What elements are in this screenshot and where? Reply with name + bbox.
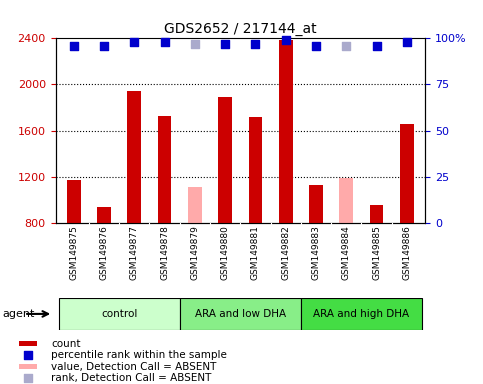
Point — [191, 41, 199, 47]
Text: GSM149878: GSM149878 — [160, 225, 169, 280]
Bar — [158, 116, 171, 223]
Text: GSM149875: GSM149875 — [69, 225, 78, 280]
Bar — [67, 180, 81, 223]
Text: GSM149886: GSM149886 — [402, 225, 412, 280]
Text: GSM149882: GSM149882 — [281, 225, 290, 280]
Point — [373, 43, 381, 49]
Bar — [370, 205, 384, 223]
Bar — [218, 97, 232, 223]
Text: GSM149881: GSM149881 — [251, 225, 260, 280]
Bar — [249, 117, 262, 223]
Point — [161, 39, 169, 45]
Text: GSM149884: GSM149884 — [342, 225, 351, 280]
Text: value, Detection Call = ABSENT: value, Detection Call = ABSENT — [51, 362, 217, 372]
Point — [130, 39, 138, 45]
Point — [24, 352, 32, 358]
Text: GSM149880: GSM149880 — [221, 225, 229, 280]
Point — [221, 41, 229, 47]
Bar — [128, 91, 141, 223]
Point — [70, 43, 78, 49]
Point — [312, 43, 320, 49]
Point — [342, 43, 350, 49]
Text: GSM149885: GSM149885 — [372, 225, 381, 280]
Text: percentile rank within the sample: percentile rank within the sample — [51, 350, 227, 360]
Bar — [301, 298, 422, 330]
Point — [100, 43, 108, 49]
Bar — [340, 178, 353, 223]
Text: GSM149883: GSM149883 — [312, 225, 321, 280]
Bar — [19, 364, 38, 369]
Point — [282, 37, 290, 43]
Bar — [180, 298, 301, 330]
Text: ARA and low DHA: ARA and low DHA — [195, 309, 286, 319]
Bar — [279, 40, 293, 223]
Bar — [309, 185, 323, 223]
Text: control: control — [101, 309, 137, 319]
Title: GDS2652 / 217144_at: GDS2652 / 217144_at — [164, 22, 316, 36]
Point — [24, 375, 32, 381]
Bar — [58, 298, 180, 330]
Text: GSM149876: GSM149876 — [99, 225, 109, 280]
Point — [403, 39, 411, 45]
Point — [252, 41, 259, 47]
Text: agent: agent — [2, 309, 35, 319]
Text: GSM149879: GSM149879 — [190, 225, 199, 280]
Text: rank, Detection Call = ABSENT: rank, Detection Call = ABSENT — [51, 373, 212, 383]
Bar — [19, 341, 38, 346]
Bar — [188, 187, 202, 223]
Text: GSM149877: GSM149877 — [130, 225, 139, 280]
Bar — [400, 124, 413, 223]
Text: count: count — [51, 339, 81, 349]
Bar — [97, 207, 111, 223]
Text: ARA and high DHA: ARA and high DHA — [313, 309, 410, 319]
